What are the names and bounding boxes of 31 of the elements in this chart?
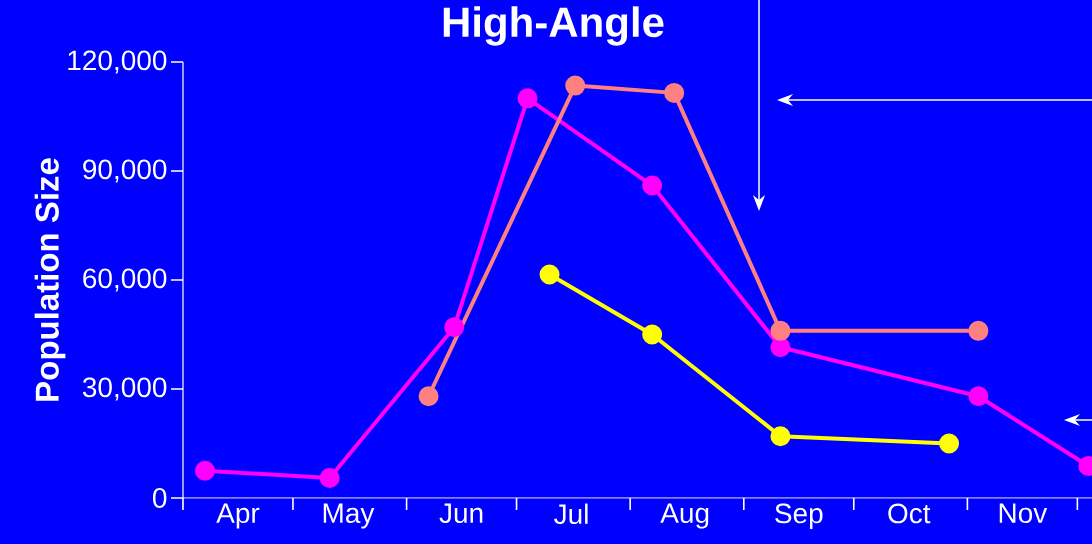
y-tick-label: 60,000 — [83, 268, 167, 292]
point — [642, 324, 663, 345]
point — [664, 82, 685, 103]
chart-title: High-Angle — [443, 6, 664, 46]
point — [770, 320, 791, 341]
point — [770, 426, 791, 447]
x-tick-label: Jul — [554, 503, 588, 525]
point — [968, 386, 989, 407]
y-tick-label: 0 — [152, 488, 167, 508]
point — [642, 175, 663, 196]
point — [444, 317, 465, 338]
x-tick-label: Jun — [439, 503, 483, 524]
x-tick-label: Nov — [999, 503, 1048, 524]
point — [517, 88, 538, 109]
x-tick-label: May — [323, 503, 375, 529]
y-axis-title: Population Size — [34, 158, 66, 401]
y-tick-label: 90,000 — [83, 159, 167, 183]
y-tick-label: 120,000 — [68, 50, 167, 74]
point — [319, 468, 340, 489]
point — [418, 386, 439, 407]
point — [939, 433, 960, 454]
x-tick-label: Oct — [888, 503, 931, 524]
x-tick-label: Apr — [216, 503, 260, 529]
point — [565, 75, 586, 96]
y-tick-label: 30,000 — [82, 377, 167, 401]
point — [195, 460, 215, 481]
point — [968, 320, 989, 341]
point — [770, 337, 791, 358]
x-tick-label: Sep — [775, 503, 823, 529]
point — [539, 264, 560, 285]
x-tick-label: Aug — [660, 503, 709, 529]
